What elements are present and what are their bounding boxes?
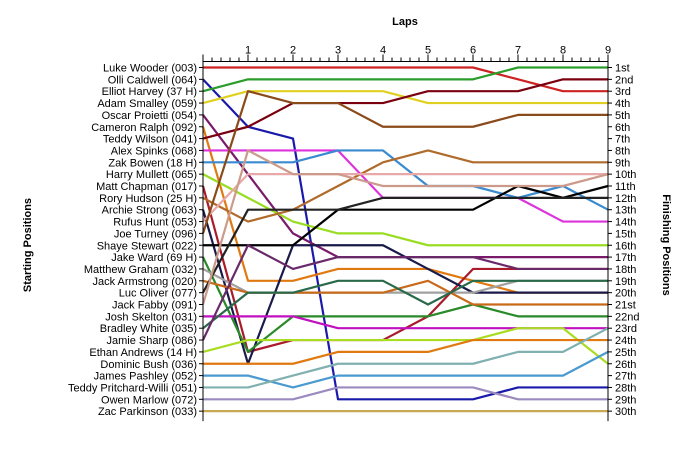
x-tick-label-5: 5 bbox=[425, 45, 431, 57]
series-line-28 bbox=[203, 327, 609, 389]
series-line-15 bbox=[201, 90, 608, 234]
driver-label-4: Adam Smalley (059) bbox=[97, 98, 197, 110]
finish-label-7th: 7th bbox=[615, 134, 630, 146]
driver-label-15: Joe Turney (096) bbox=[114, 228, 197, 240]
driver-label-24: Jamie Sharp (086) bbox=[107, 335, 198, 347]
x-tick-label-1: 1 bbox=[245, 45, 251, 57]
driver-label-26: Dominic Bush (036) bbox=[100, 359, 197, 371]
finish-label-9th: 9th bbox=[615, 157, 630, 169]
finish-label-12th: 12th bbox=[615, 193, 636, 205]
driver-label-1: Luke Wooder (003) bbox=[103, 63, 197, 75]
x-axis-title: Laps bbox=[392, 16, 418, 28]
x-tick-label-9: 9 bbox=[605, 45, 611, 57]
driver-label-21: Jack Fabby (091) bbox=[112, 300, 197, 312]
finish-label-28th: 28th bbox=[615, 382, 636, 394]
driver-label-23: Bradley White (035) bbox=[100, 323, 197, 335]
series-line-25 bbox=[202, 327, 609, 365]
x-tick-label-7: 7 bbox=[515, 45, 521, 57]
x-tick-label-8: 8 bbox=[560, 45, 566, 57]
series-line-2 bbox=[202, 78, 608, 401]
driver-label-22: Josh Skelton (031) bbox=[105, 311, 197, 323]
finish-label-22nd: 22nd bbox=[615, 311, 639, 323]
driver-label-3: Elliot Harvey (37 H) bbox=[102, 86, 197, 98]
finish-label-21st: 21st bbox=[615, 300, 636, 312]
series-line-20 bbox=[202, 196, 608, 294]
series-line-29 bbox=[203, 386, 608, 401]
finish-label-20th: 20th bbox=[615, 288, 636, 300]
driver-label-8: Alex Spinks (068) bbox=[111, 145, 197, 157]
finish-label-30th: 30th bbox=[615, 406, 636, 418]
series-line-17 bbox=[202, 256, 608, 353]
finish-label-24th: 24th bbox=[615, 335, 636, 347]
finish-label-19th: 19th bbox=[615, 276, 636, 288]
x-tick-label-2: 2 bbox=[290, 45, 296, 57]
driver-label-10: Harry Mullett (065) bbox=[106, 169, 197, 181]
finish-label-4th: 4th bbox=[615, 98, 630, 110]
driver-label-11: Matt Chapman (017) bbox=[96, 181, 197, 193]
series-line-27 bbox=[203, 350, 609, 389]
finish-label-14th: 14th bbox=[615, 217, 636, 229]
finish-label-27th: 27th bbox=[615, 371, 636, 383]
finish-label-18th: 18th bbox=[615, 264, 636, 276]
finish-label-29th: 29th bbox=[615, 394, 636, 406]
finish-label-16th: 16th bbox=[615, 240, 636, 252]
y-axis-title-left: Starting Positions bbox=[22, 198, 34, 292]
labels-layer: 1 2 3 4 5 6 7 8 9 Luke Wooder (003)Olli Caldwell … bbox=[68, 45, 639, 419]
driver-label-2: Olli Caldwell (064) bbox=[108, 74, 197, 86]
driver-label-13: Archie Strong (063) bbox=[102, 205, 197, 217]
driver-label-5: Oscar Proietti (054) bbox=[102, 110, 197, 122]
series-line-24 bbox=[202, 244, 608, 341]
finish-label-17th: 17th bbox=[615, 252, 636, 264]
x-tick-label-3: 3 bbox=[335, 45, 341, 57]
axes-layer bbox=[199, 54, 612, 422]
finish-label-1st: 1st bbox=[615, 63, 630, 75]
finish-label-11th: 11th bbox=[615, 181, 636, 193]
finish-label-10th: 10th bbox=[615, 169, 636, 181]
finish-label-6th: 6th bbox=[615, 122, 630, 134]
driver-label-18: Matthew Graham (032) bbox=[84, 264, 197, 276]
driver-label-25: Ethan Andrews (14 H) bbox=[89, 347, 197, 359]
finish-label-2nd: 2nd bbox=[615, 74, 633, 86]
finish-label-25th: 25th bbox=[615, 347, 636, 359]
driver-label-17: Jake Ward (69 H) bbox=[111, 252, 197, 264]
series-line-21 bbox=[201, 149, 609, 305]
series-line-14 bbox=[202, 173, 608, 223]
finish-label-3rd: 3rd bbox=[615, 86, 631, 98]
x-tick-label-6: 6 bbox=[470, 45, 476, 57]
driver-label-16: Shaye Stewart (022) bbox=[97, 240, 197, 252]
driver-label-14: Rufus Hunt (053) bbox=[113, 217, 197, 229]
series-layer bbox=[201, 66, 609, 413]
finish-label-5th: 5th bbox=[615, 110, 630, 122]
series-line-12 bbox=[202, 149, 608, 223]
series-line-23 bbox=[202, 279, 608, 330]
series-line-3 bbox=[202, 66, 608, 93]
finish-label-8th: 8th bbox=[615, 145, 630, 157]
series-line-7 bbox=[202, 78, 608, 140]
finish-label-26th: 26th bbox=[615, 359, 636, 371]
finish-label-13th: 13th bbox=[615, 205, 636, 217]
series-line-16 bbox=[203, 184, 609, 247]
finish-label-15th: 15th bbox=[615, 228, 636, 240]
driver-label-7: Teddy Wilson (041) bbox=[103, 134, 197, 146]
driver-label-29: Owen Marlow (072) bbox=[101, 394, 197, 406]
driver-label-27: James Pashley (052) bbox=[94, 371, 197, 383]
driver-label-19: Jack Armstrong (020) bbox=[92, 276, 197, 288]
series-line-26 bbox=[203, 338, 608, 365]
driver-label-9: Zak Bowen (18 H) bbox=[108, 157, 197, 169]
driver-label-30: Zac Parkinson (033) bbox=[98, 406, 197, 418]
x-tick-label-4: 4 bbox=[380, 45, 386, 57]
driver-label-28: Teddy Pritchard-Willi (051) bbox=[68, 382, 197, 394]
y-axis-title-right: Finishing Positions bbox=[660, 194, 672, 295]
driver-label-20: Luc Oliver (077) bbox=[119, 288, 197, 300]
driver-label-12: Rory Hudson (25 H) bbox=[99, 193, 197, 205]
driver-label-6: Cameron Ralph (092) bbox=[91, 122, 197, 134]
finish-label-23rd: 23rd bbox=[615, 323, 637, 335]
